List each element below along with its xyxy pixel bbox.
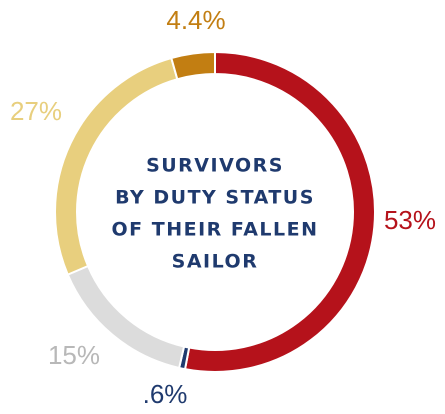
chart-title: BY DUTY STATUS (115, 187, 315, 209)
donut-segment (183, 50, 376, 373)
donut-segment (170, 50, 216, 81)
data-label: .6% (143, 379, 188, 409)
data-label: 4.4% (166, 5, 225, 35)
data-label: 15% (48, 340, 100, 370)
data-label: 53% (384, 205, 436, 235)
data-label: 27% (10, 96, 62, 126)
chart-title: SAILOR (172, 251, 259, 273)
chart-title: OF THEIR FALLEN (112, 219, 319, 241)
chart-title: SURVIVORS (146, 155, 284, 177)
